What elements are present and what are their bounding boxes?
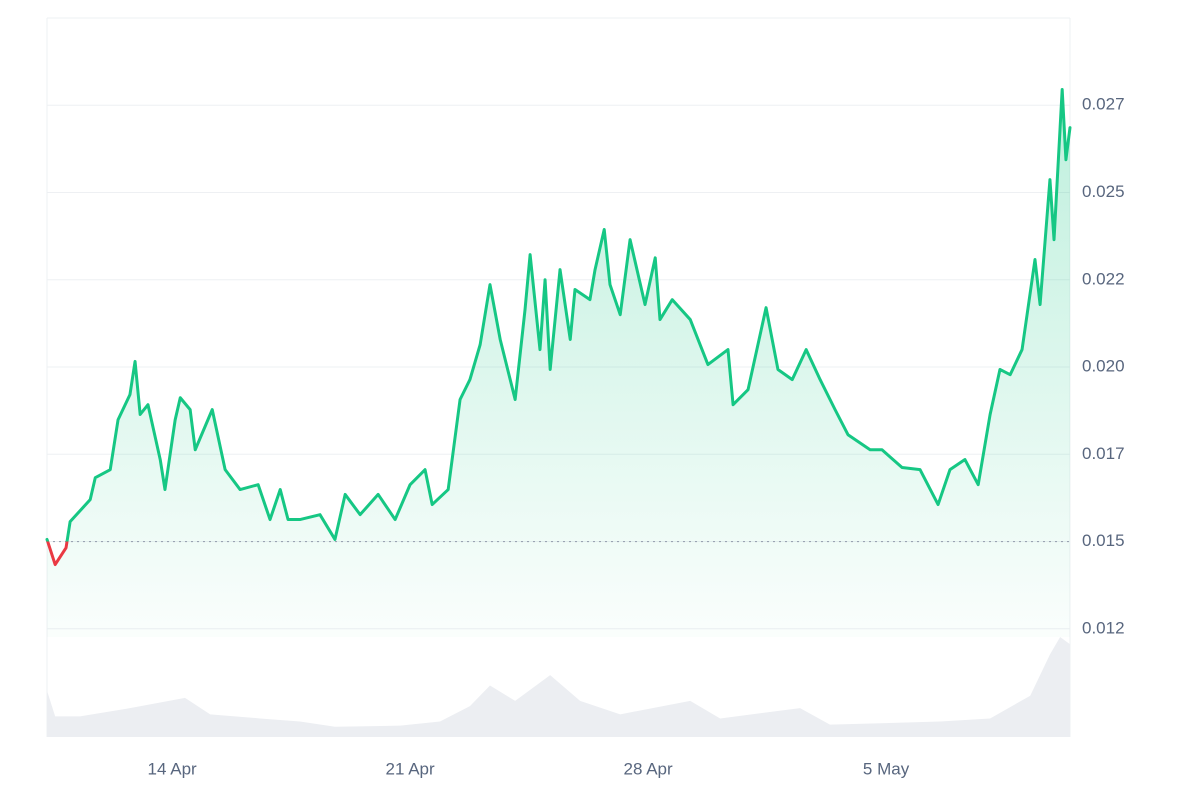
y-tick-label: 0.027 — [1082, 95, 1125, 114]
price-area — [47, 89, 1070, 638]
y-tick-label: 0.020 — [1082, 357, 1125, 376]
y-tick-label: 0.012 — [1082, 618, 1125, 637]
x-tick-label: 14 Apr — [148, 759, 197, 778]
y-tick-label: 0.015 — [1082, 531, 1125, 550]
price-line — [45, 88, 1072, 567]
x-tick-label: 5 May — [863, 759, 910, 778]
volume-area — [47, 637, 1070, 737]
y-tick-label: 0.025 — [1082, 182, 1125, 201]
y-tick-label: 0.022 — [1082, 269, 1125, 288]
x-tick-label: 21 Apr — [386, 759, 435, 778]
y-tick-label: 0.017 — [1082, 444, 1125, 463]
x-tick-label: 28 Apr — [624, 759, 673, 778]
